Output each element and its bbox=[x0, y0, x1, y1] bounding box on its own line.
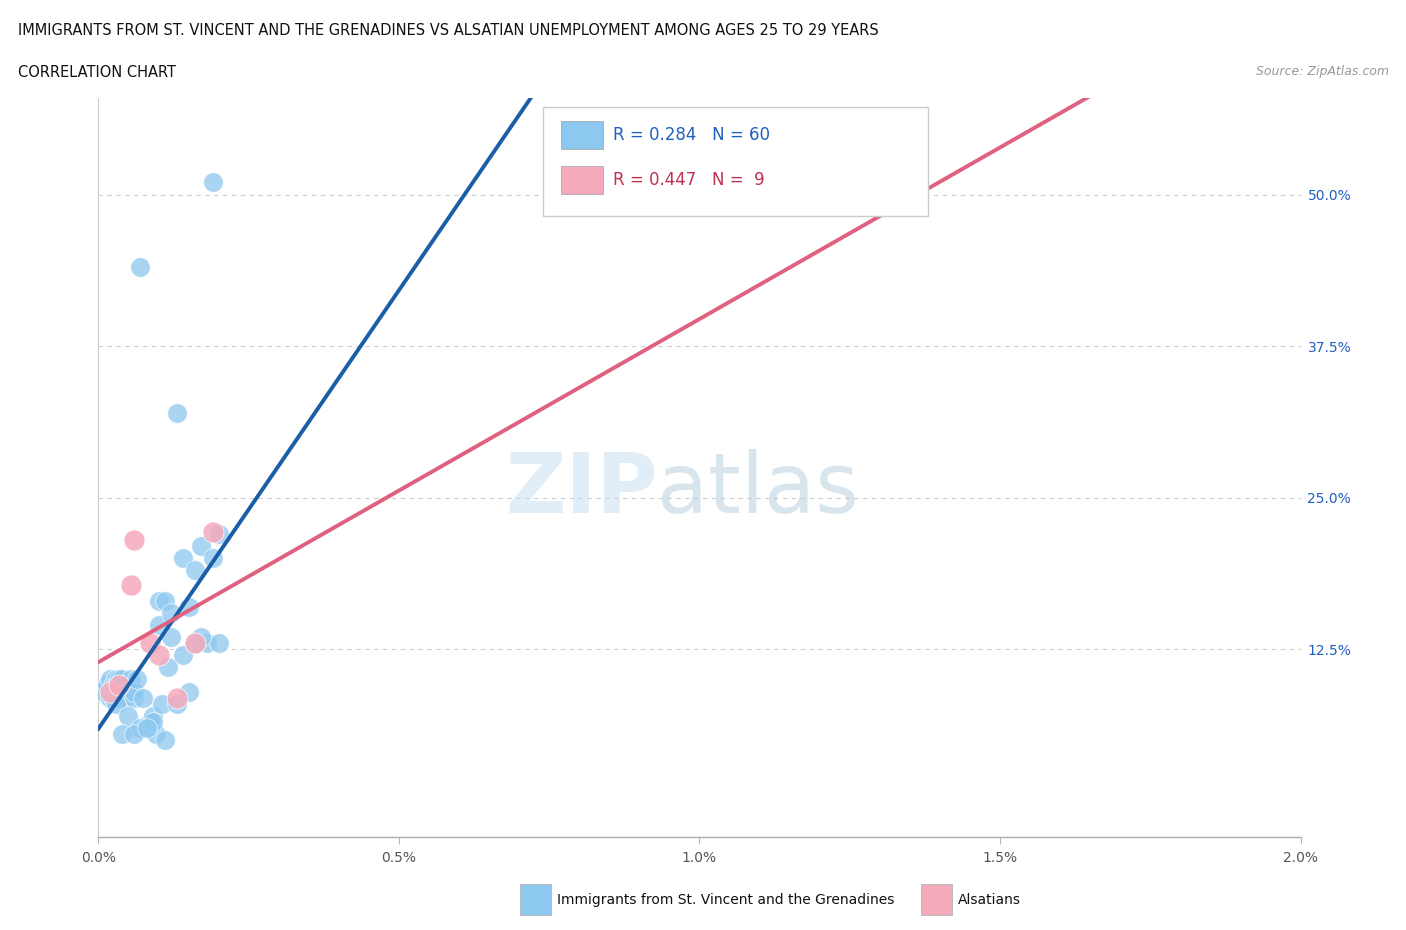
Point bbox=[156, 660, 179, 675]
Point bbox=[141, 714, 163, 729]
Point bbox=[183, 563, 205, 578]
Point bbox=[103, 690, 125, 705]
Point bbox=[129, 721, 152, 736]
Point bbox=[208, 526, 231, 541]
Point bbox=[121, 672, 143, 687]
Point bbox=[177, 599, 200, 614]
Point bbox=[172, 551, 194, 565]
Point bbox=[108, 672, 131, 687]
Text: ZIP: ZIP bbox=[505, 449, 658, 530]
Point bbox=[148, 648, 170, 663]
Point bbox=[105, 678, 128, 693]
Point bbox=[100, 672, 122, 687]
Point bbox=[96, 678, 118, 693]
Point bbox=[105, 672, 128, 687]
Text: Source: ZipAtlas.com: Source: ZipAtlas.com bbox=[1256, 65, 1389, 78]
Point bbox=[183, 635, 205, 650]
Point bbox=[105, 684, 128, 699]
Point bbox=[111, 726, 134, 741]
Point bbox=[141, 709, 163, 724]
Point bbox=[135, 721, 157, 736]
Point bbox=[132, 690, 155, 705]
Point bbox=[150, 697, 173, 711]
Point bbox=[190, 630, 212, 644]
Point bbox=[124, 533, 146, 548]
Point bbox=[208, 635, 231, 650]
Point bbox=[114, 678, 136, 693]
Point bbox=[183, 635, 205, 650]
Point bbox=[103, 678, 125, 693]
Point bbox=[108, 684, 131, 699]
Point bbox=[124, 684, 146, 699]
Point bbox=[153, 593, 176, 608]
Point bbox=[135, 721, 157, 736]
Point bbox=[201, 175, 224, 190]
Point bbox=[111, 672, 134, 687]
Point bbox=[121, 578, 143, 592]
Point bbox=[108, 690, 131, 705]
Text: IMMIGRANTS FROM ST. VINCENT AND THE GRENADINES VS ALSATIAN UNEMPLOYMENT AMONG AG: IMMIGRANTS FROM ST. VINCENT AND THE GREN… bbox=[18, 23, 879, 38]
Point bbox=[124, 726, 146, 741]
Point bbox=[103, 684, 125, 699]
Point bbox=[93, 684, 115, 699]
Point bbox=[127, 672, 149, 687]
Point bbox=[105, 690, 128, 705]
FancyBboxPatch shape bbox=[561, 121, 603, 150]
Point bbox=[117, 709, 139, 724]
Point bbox=[129, 259, 152, 274]
Point bbox=[166, 405, 188, 420]
Point bbox=[138, 714, 160, 729]
Point bbox=[166, 690, 188, 705]
Point bbox=[111, 678, 134, 693]
Point bbox=[108, 678, 131, 693]
Text: Immigrants from St. Vincent and the Grenadines: Immigrants from St. Vincent and the Gren… bbox=[557, 893, 894, 908]
Point bbox=[111, 684, 134, 699]
Point bbox=[138, 635, 160, 650]
Point bbox=[159, 605, 181, 620]
Point bbox=[195, 635, 218, 650]
Point bbox=[117, 684, 139, 699]
Point bbox=[190, 538, 212, 553]
Point bbox=[201, 525, 224, 539]
Point bbox=[100, 690, 122, 705]
Point bbox=[153, 733, 176, 748]
Point bbox=[124, 690, 146, 705]
Point bbox=[114, 690, 136, 705]
FancyBboxPatch shape bbox=[543, 107, 928, 216]
Text: atlas: atlas bbox=[658, 449, 859, 530]
Point bbox=[172, 648, 194, 663]
Point bbox=[177, 684, 200, 699]
Point bbox=[145, 726, 167, 741]
Text: R = 0.447   N =  9: R = 0.447 N = 9 bbox=[613, 171, 765, 189]
Point bbox=[148, 593, 170, 608]
Point bbox=[148, 618, 170, 632]
Text: CORRELATION CHART: CORRELATION CHART bbox=[18, 65, 176, 80]
Point bbox=[100, 684, 122, 699]
Point bbox=[159, 630, 181, 644]
Point bbox=[201, 551, 224, 565]
Text: R = 0.284   N = 60: R = 0.284 N = 60 bbox=[613, 126, 770, 144]
Text: Alsatians: Alsatians bbox=[957, 893, 1021, 908]
Point bbox=[166, 697, 188, 711]
FancyBboxPatch shape bbox=[561, 166, 603, 193]
Point bbox=[105, 697, 128, 711]
